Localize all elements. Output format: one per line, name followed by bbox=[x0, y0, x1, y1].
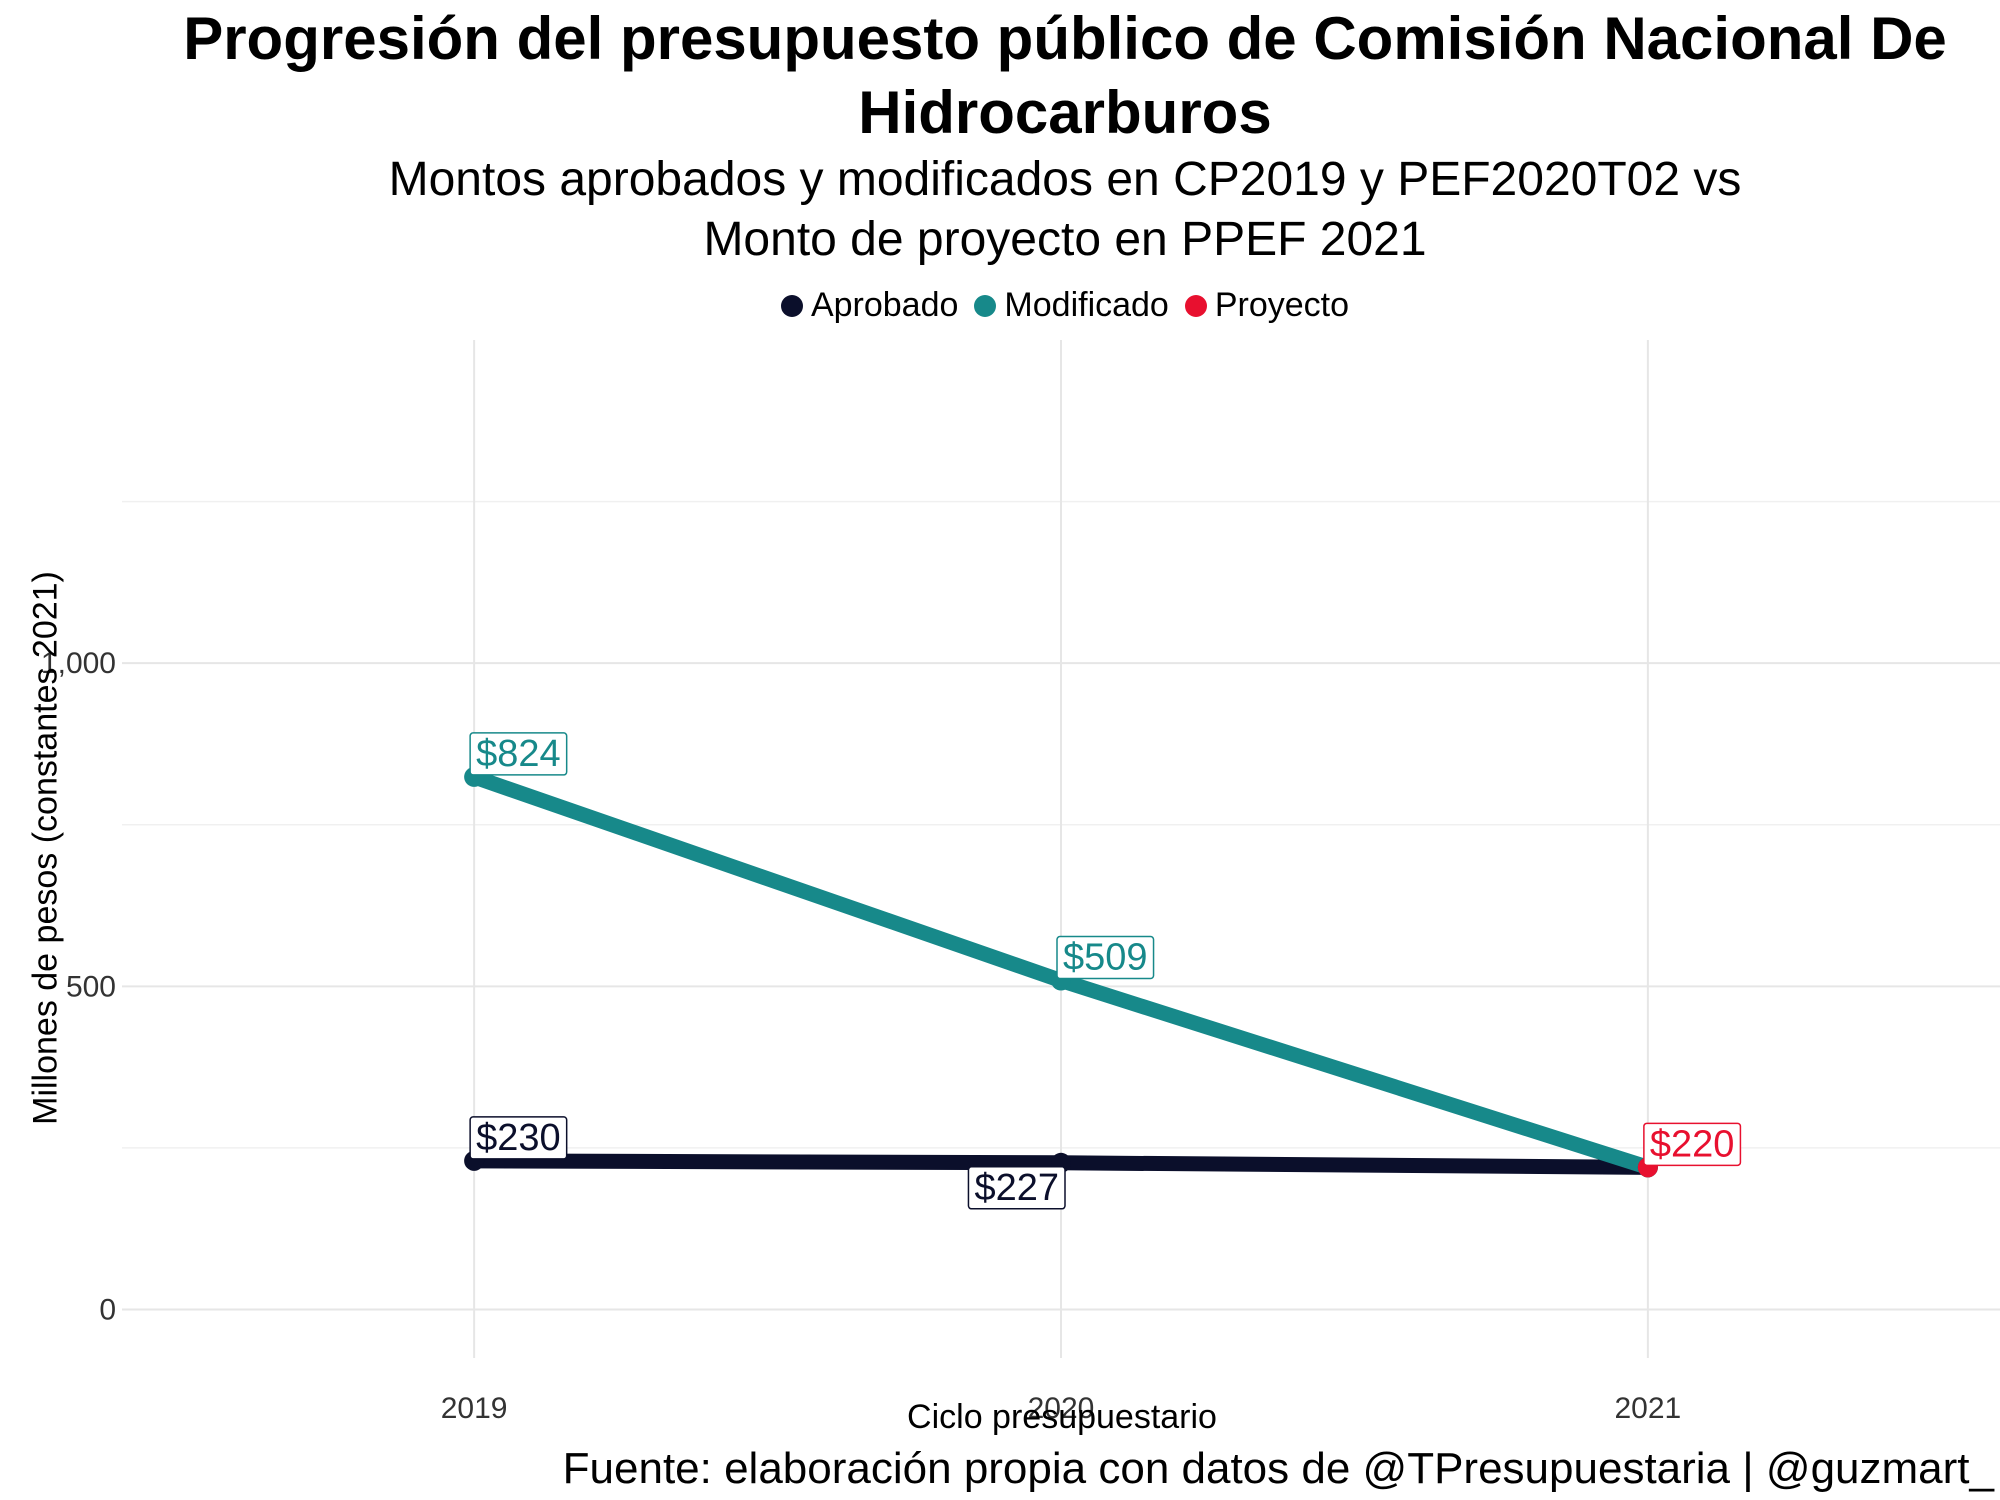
legend-key-aprobado bbox=[780, 294, 803, 317]
chart-subtitle: Montos aprobados y modificados en CP2019… bbox=[0, 150, 2000, 270]
data-label-box bbox=[1056, 935, 1155, 980]
legend-item-proyecto: Proyecto bbox=[1184, 286, 1350, 325]
x-tick-label: 2020 bbox=[1028, 1392, 1095, 1425]
y-tick-label: 500 bbox=[66, 970, 116, 1003]
data-label-modificado: $824 bbox=[476, 733, 561, 775]
legend-key-proyecto bbox=[1184, 294, 1207, 317]
subtitle-line-1: Montos aprobados y modificados en CP2019… bbox=[388, 153, 1742, 206]
data-label-aprobado: $230 bbox=[476, 1117, 561, 1159]
data-label-proyecto: $220 bbox=[1650, 1123, 1735, 1165]
legend-label-aprobado: Aprobado bbox=[810, 286, 959, 324]
legend-item-aprobado: Aprobado bbox=[780, 286, 959, 325]
legend-key-modificado bbox=[974, 294, 997, 317]
data-label-modificado: $509 bbox=[1063, 937, 1148, 979]
x-axis-label: Ciclo presupuestario bbox=[907, 1398, 1217, 1436]
subtitle-line-2: Monto de proyecto en PPEF 2021 bbox=[703, 213, 1427, 266]
legend-item-modificado: Modificado bbox=[974, 286, 1169, 325]
x-tick-label: 2021 bbox=[1615, 1392, 1682, 1425]
chart-title: Progresión del presupuesto público de Co… bbox=[183, 5, 1947, 146]
data-label-box bbox=[1643, 1122, 1742, 1167]
chart-caption: Fuente: elaboración propia con datos de … bbox=[562, 1444, 1994, 1493]
data-label-box bbox=[469, 1116, 568, 1160]
data-label-box bbox=[469, 732, 568, 776]
data-label-aprobado: $227 bbox=[974, 1167, 1059, 1209]
legend-label-proyecto: Proyecto bbox=[1214, 286, 1350, 324]
x-tick-label: 2019 bbox=[441, 1392, 508, 1425]
legend: Aprobado Modificado Proyecto bbox=[0, 286, 2000, 325]
legend-label-modificado: Modificado bbox=[1004, 286, 1169, 324]
y-axis-label: Millones de pesos (constantes 2021) bbox=[26, 571, 65, 1125]
y-tick-label: 1,000 bbox=[41, 647, 116, 680]
y-tick-label: 0 bbox=[99, 1294, 116, 1327]
data-label-box bbox=[967, 1166, 1066, 1210]
